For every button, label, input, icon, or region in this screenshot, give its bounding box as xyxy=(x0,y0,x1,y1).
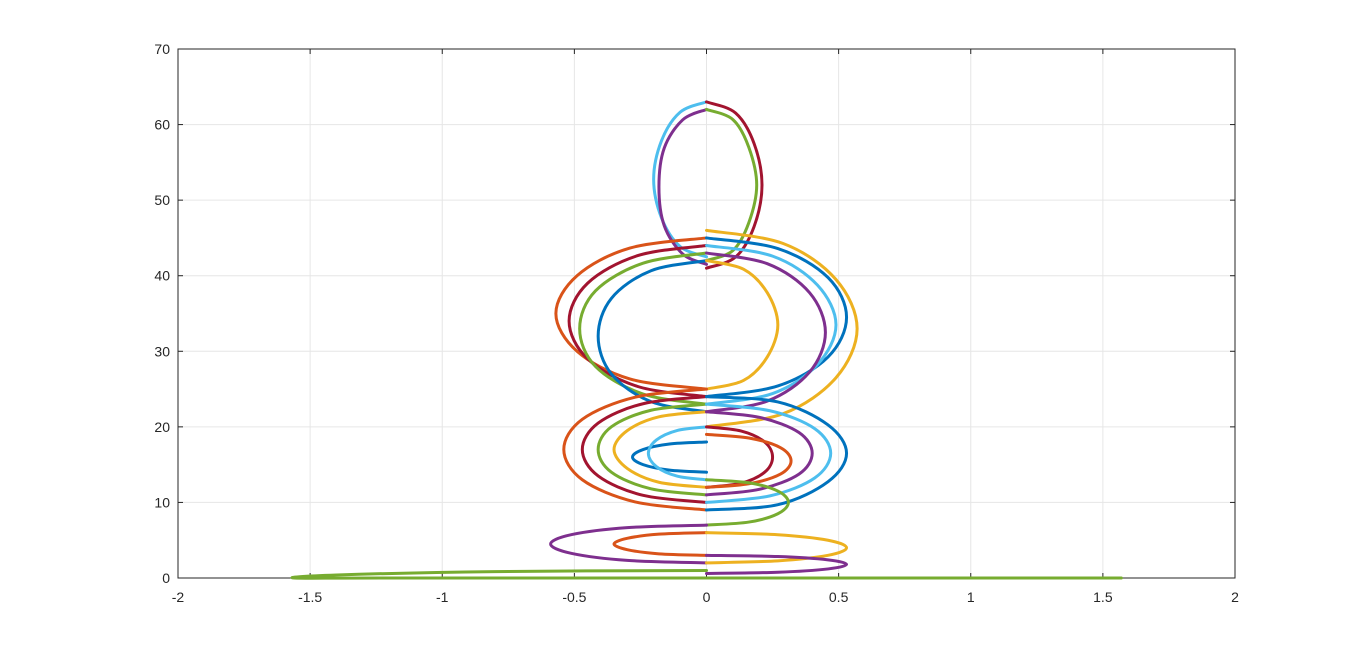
x-tick-label: -1 xyxy=(436,589,449,605)
line-series xyxy=(705,259,780,391)
y-tick-label: 20 xyxy=(154,419,170,435)
line-series xyxy=(657,107,708,266)
y-tick-label: 70 xyxy=(154,41,170,57)
x-tick-label: -0.5 xyxy=(562,589,586,605)
x-tick-label: 1.5 xyxy=(1093,589,1113,605)
line-series xyxy=(612,531,708,557)
x-tick-label: -2 xyxy=(172,589,185,605)
x-tick-label: 2 xyxy=(1231,589,1239,605)
line-series xyxy=(705,553,849,575)
line-series xyxy=(580,395,708,504)
line-series xyxy=(705,243,838,406)
y-tick-label: 0 xyxy=(162,570,170,586)
line-series xyxy=(549,523,708,565)
x-tick-label: 1 xyxy=(967,589,975,605)
line-series xyxy=(631,440,708,474)
line-series xyxy=(652,100,708,259)
line-series xyxy=(596,402,708,497)
y-tick-label: 10 xyxy=(154,494,170,510)
line-series xyxy=(567,243,708,399)
line-series xyxy=(554,236,708,391)
line-series xyxy=(705,478,790,527)
line-series xyxy=(562,387,708,512)
line-series xyxy=(705,107,759,263)
line-series xyxy=(705,395,849,512)
line-series xyxy=(705,236,849,399)
y-tick-label: 60 xyxy=(154,117,170,133)
x-tick-label: -1.5 xyxy=(298,589,322,605)
y-tick-label: 40 xyxy=(154,268,170,284)
x-tick-label: 0.5 xyxy=(829,589,849,605)
line-series xyxy=(612,410,708,489)
y-tick-label: 50 xyxy=(154,192,170,208)
y-tick-label: 30 xyxy=(154,343,170,359)
line-series xyxy=(705,531,849,565)
line-series xyxy=(705,410,814,497)
line-series xyxy=(705,402,833,504)
line-series xyxy=(646,425,708,482)
line-series xyxy=(290,568,1123,580)
x-tick-label: 0 xyxy=(703,589,711,605)
